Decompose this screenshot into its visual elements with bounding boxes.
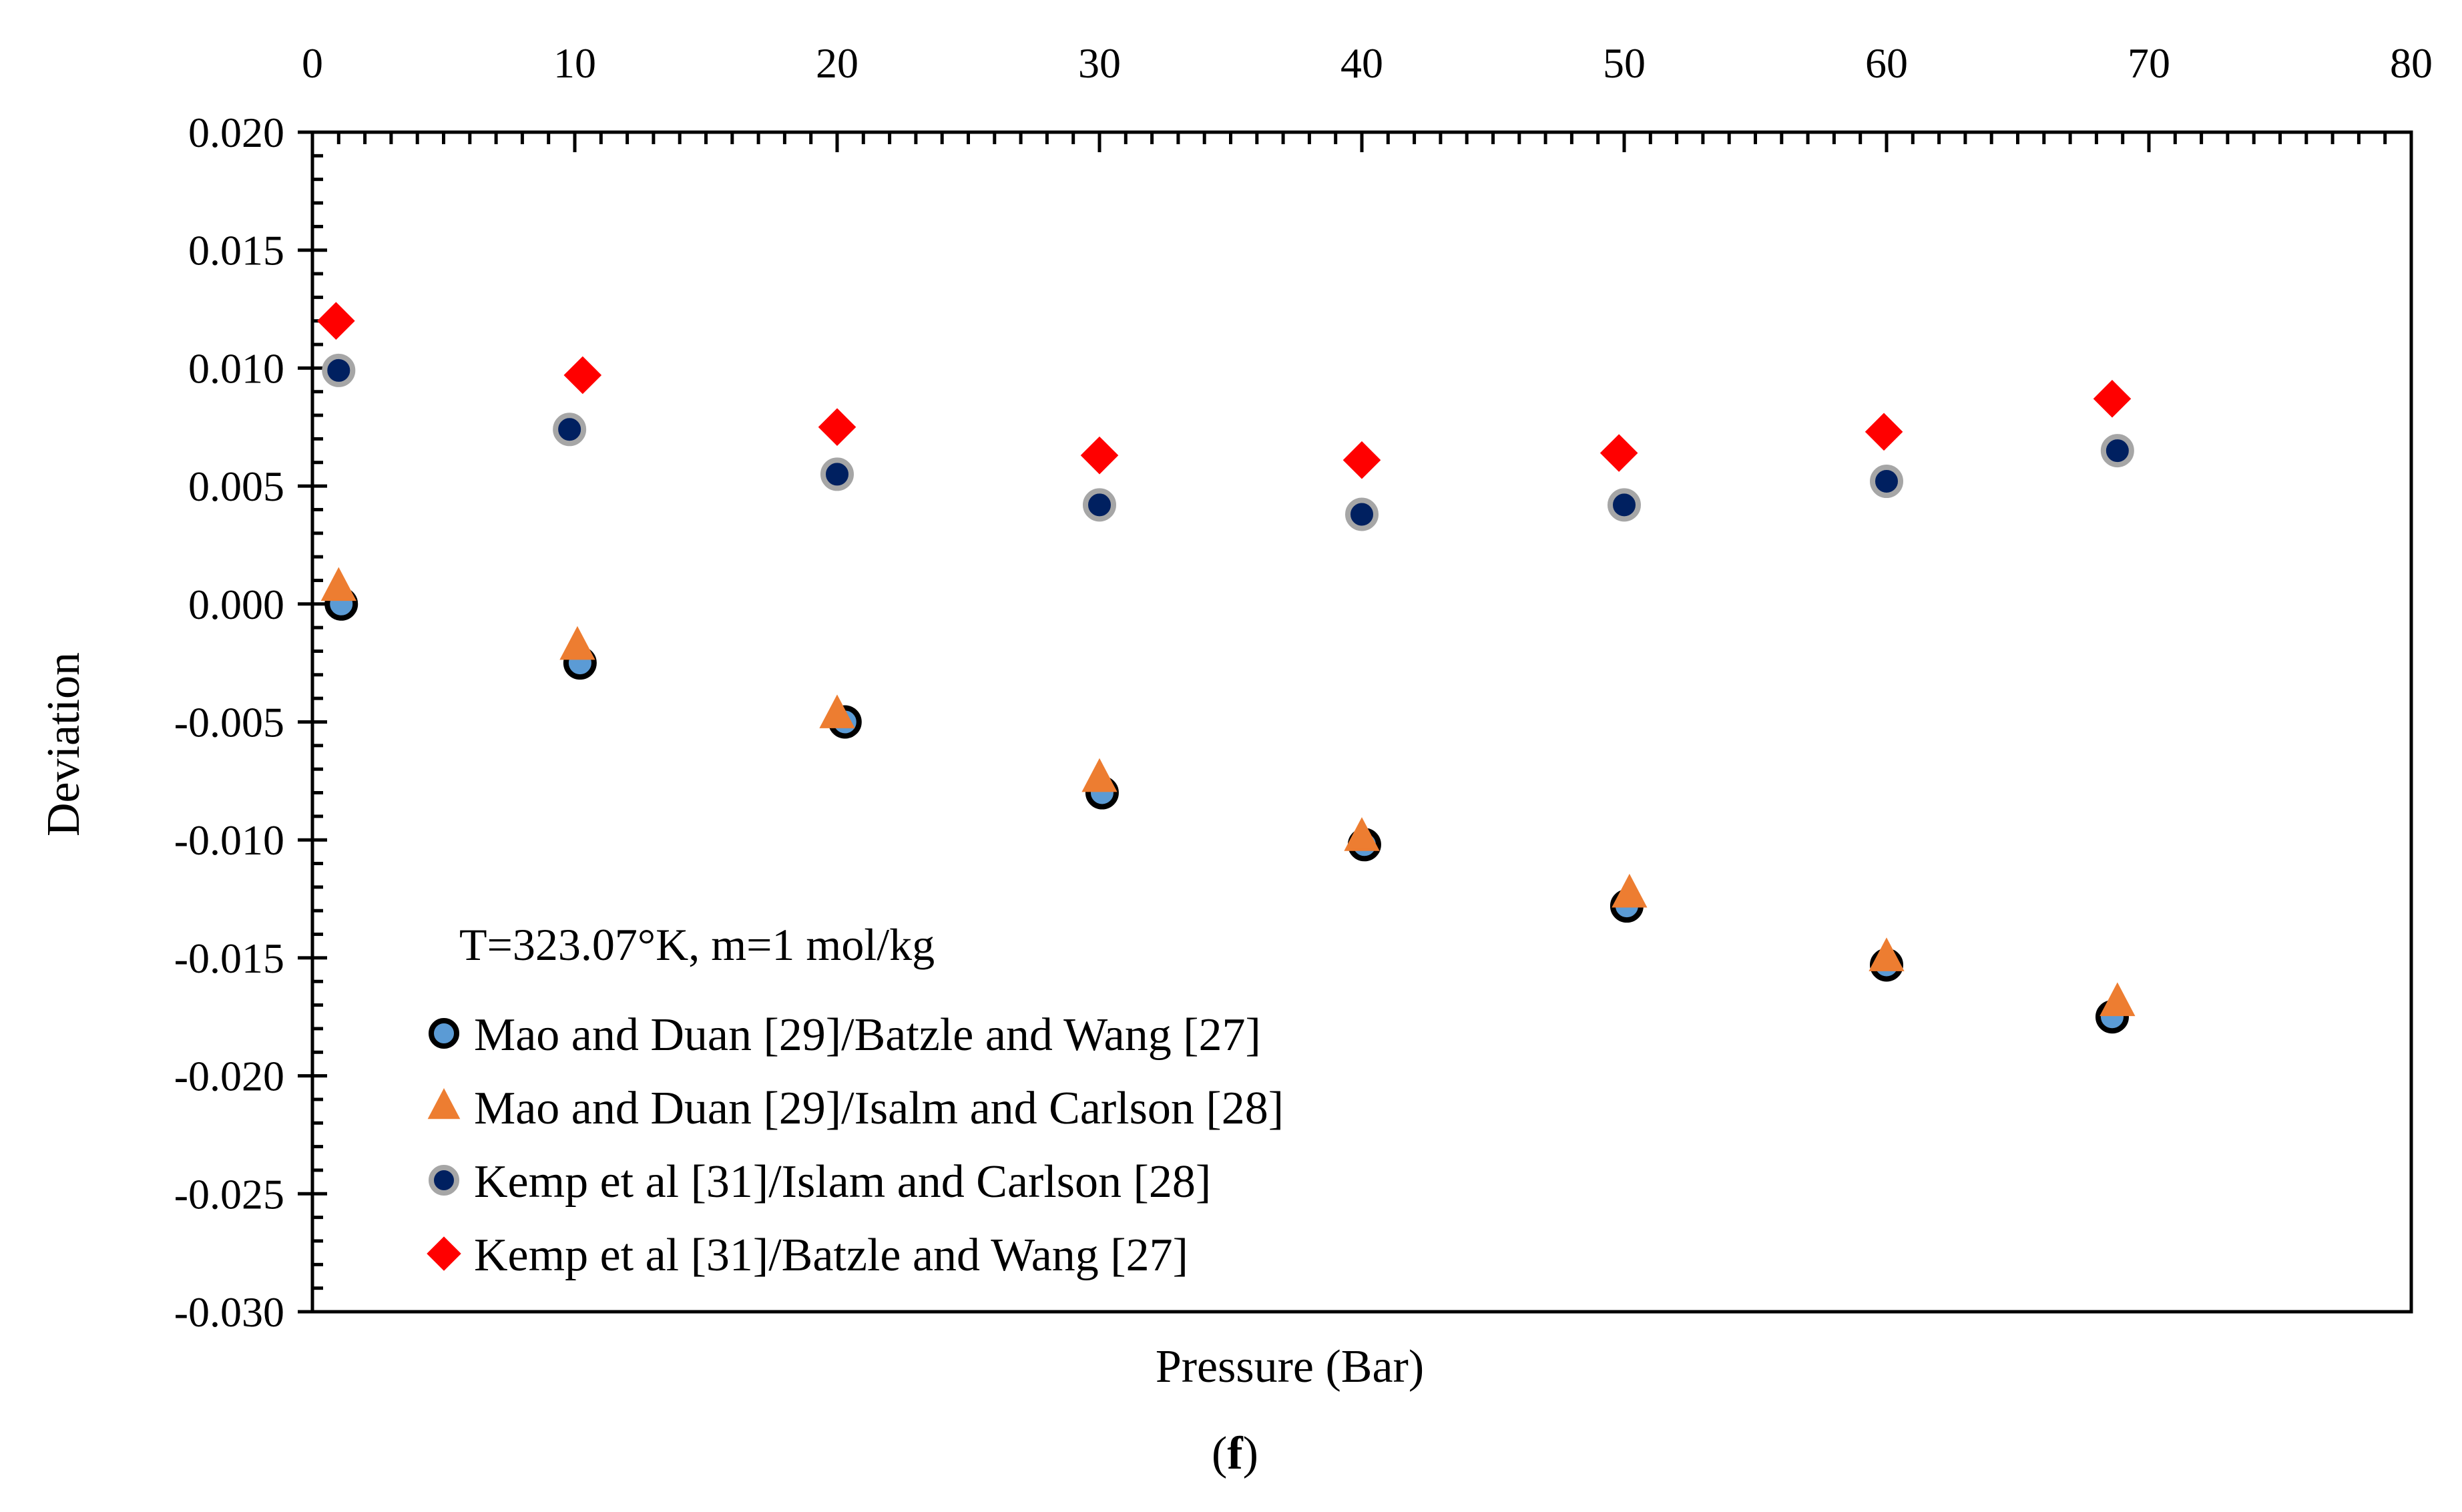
legend-marker-series-3 <box>429 1165 459 1196</box>
legend-label-series-2: Mao and Duan [29]/Isalm and Carlson [28] <box>474 1083 1284 1134</box>
x-tick-label: 40 <box>1340 39 1383 87</box>
data-point-series-4 <box>2093 380 2132 418</box>
data-point-series-3 <box>820 457 854 491</box>
data-point-series-2 <box>559 625 595 660</box>
data-point-series-2 <box>1081 758 1118 792</box>
caption-close-paren: ) <box>1243 1428 1258 1479</box>
y-tick-label: -0.025 <box>174 1170 284 1218</box>
y-tick-label: 0.010 <box>188 344 284 392</box>
legend-marker-series-1 <box>429 1018 459 1049</box>
y-axis-title: Deviation <box>38 652 89 836</box>
data-point-series-3 <box>2100 434 2134 468</box>
data-point-series-3 <box>1608 488 1641 522</box>
data-point-series-4 <box>1080 436 1119 475</box>
legend-label-series-4: Kemp et al [31]/Batzle and Wang [27] <box>474 1230 1188 1281</box>
y-tick-label: 0.015 <box>188 227 284 274</box>
legend-marker-series-4 <box>427 1236 461 1271</box>
figure-caption: (f) <box>1212 1428 1258 1479</box>
caption-open-paren: ( <box>1212 1428 1227 1479</box>
points-layer <box>317 302 2136 1034</box>
x-tick-label: 0 <box>302 39 323 87</box>
data-point-series-4 <box>1865 413 1903 451</box>
data-point-series-2 <box>1344 817 1380 851</box>
y-tick-label: -0.015 <box>174 935 284 982</box>
data-point-series-4 <box>317 302 355 340</box>
data-point-series-4 <box>818 408 856 447</box>
axes-layer: 0 10 20 30 40 50 60 70 80 0.020 0.015 0.010 0.005 0.0… <box>174 39 2433 1336</box>
data-point-series-4 <box>563 356 602 395</box>
y-tick-label: -0.005 <box>174 699 284 746</box>
legend-label-series-3: Kemp et al [31]/Islam and Carlson [28] <box>474 1156 1211 1208</box>
data-point-series-2 <box>1612 873 1648 908</box>
y-tick-label: 0.020 <box>188 109 284 156</box>
data-point-series-2 <box>819 694 855 728</box>
y-tick-label: -0.020 <box>174 1053 284 1100</box>
x-tick-label: 80 <box>2390 39 2433 87</box>
caption-letter: f <box>1227 1428 1243 1479</box>
x-tick-label: 10 <box>553 39 596 87</box>
data-point-series-2 <box>2100 982 2136 1017</box>
y-tick-label: -0.030 <box>174 1288 284 1336</box>
x-tick-label: 30 <box>1078 39 1121 87</box>
legend-marker-series-2 <box>427 1088 461 1119</box>
legend-label-series-1: Mao and Duan [29]/Batzle and Wang [27] <box>474 1009 1261 1061</box>
data-point-series-3 <box>553 413 587 447</box>
data-point-series-3 <box>1345 497 1379 531</box>
data-point-series-4 <box>1342 441 1381 479</box>
data-point-series-4 <box>1599 434 1638 472</box>
data-point-series-2 <box>320 567 356 601</box>
x-tick-label: 70 <box>2128 39 2170 87</box>
condition-annotation: T=323.07°K, m=1 mol/kg <box>459 919 935 970</box>
y-tick-label: 0.000 <box>188 581 284 628</box>
data-point-series-3 <box>1083 488 1116 522</box>
data-point-series-2 <box>1869 937 1905 971</box>
data-point-series-3 <box>322 353 356 387</box>
x-axis-title: Pressure (Bar) <box>1156 1341 1424 1393</box>
legend: Mao and Duan [29]/Batzle and Wang [27] Ma… <box>427 1009 1284 1281</box>
x-tick-label: 20 <box>816 39 858 87</box>
x-tick-label: 60 <box>1865 39 1908 87</box>
data-point-series-3 <box>1870 465 1903 499</box>
y-tick-label: -0.010 <box>174 816 284 864</box>
x-tick-label: 50 <box>1603 39 1646 87</box>
y-tick-label: 0.005 <box>188 463 284 510</box>
